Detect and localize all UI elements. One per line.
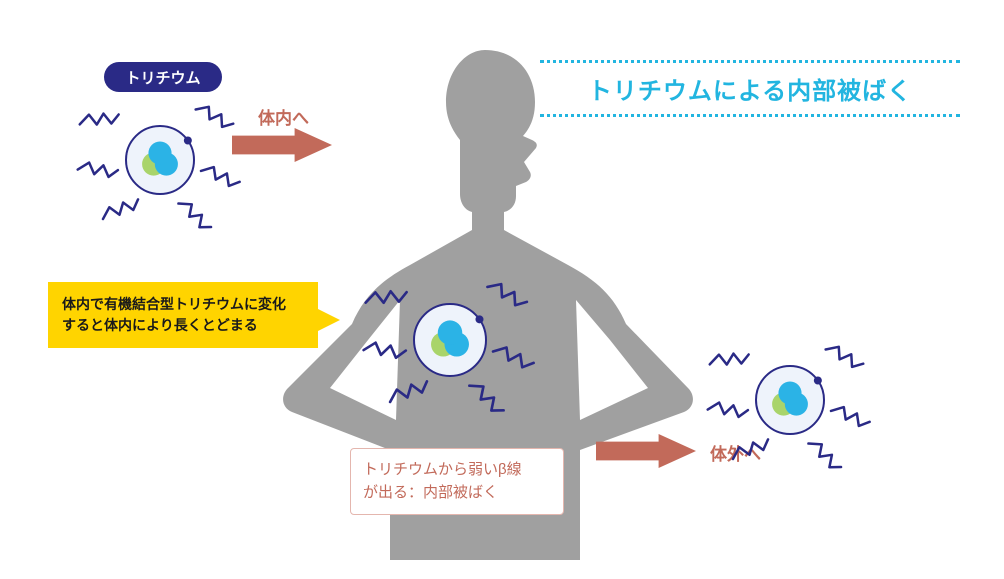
beta-ray-info-box: トリチウムから弱いβ線 が出る：内部被ばく [350,448,564,515]
diagram-title-box: トリチウムによる内部被ばく [540,60,960,117]
organic-tritium-callout: 体内で有機結合型トリチウムに変化 すると体内により長くとどまる [48,282,318,348]
callout-line2: すると体内により長くとどまる [62,315,304,336]
title-bottom-line [540,114,960,117]
info-line1: トリチウムから弱いβ線 [363,459,551,482]
diagram-title: トリチウムによる内部被ばく [540,63,960,114]
info-line2: が出る：内部被ばく [363,482,551,505]
callout-line1: 体内で有機結合型トリチウムに変化 [62,294,304,315]
